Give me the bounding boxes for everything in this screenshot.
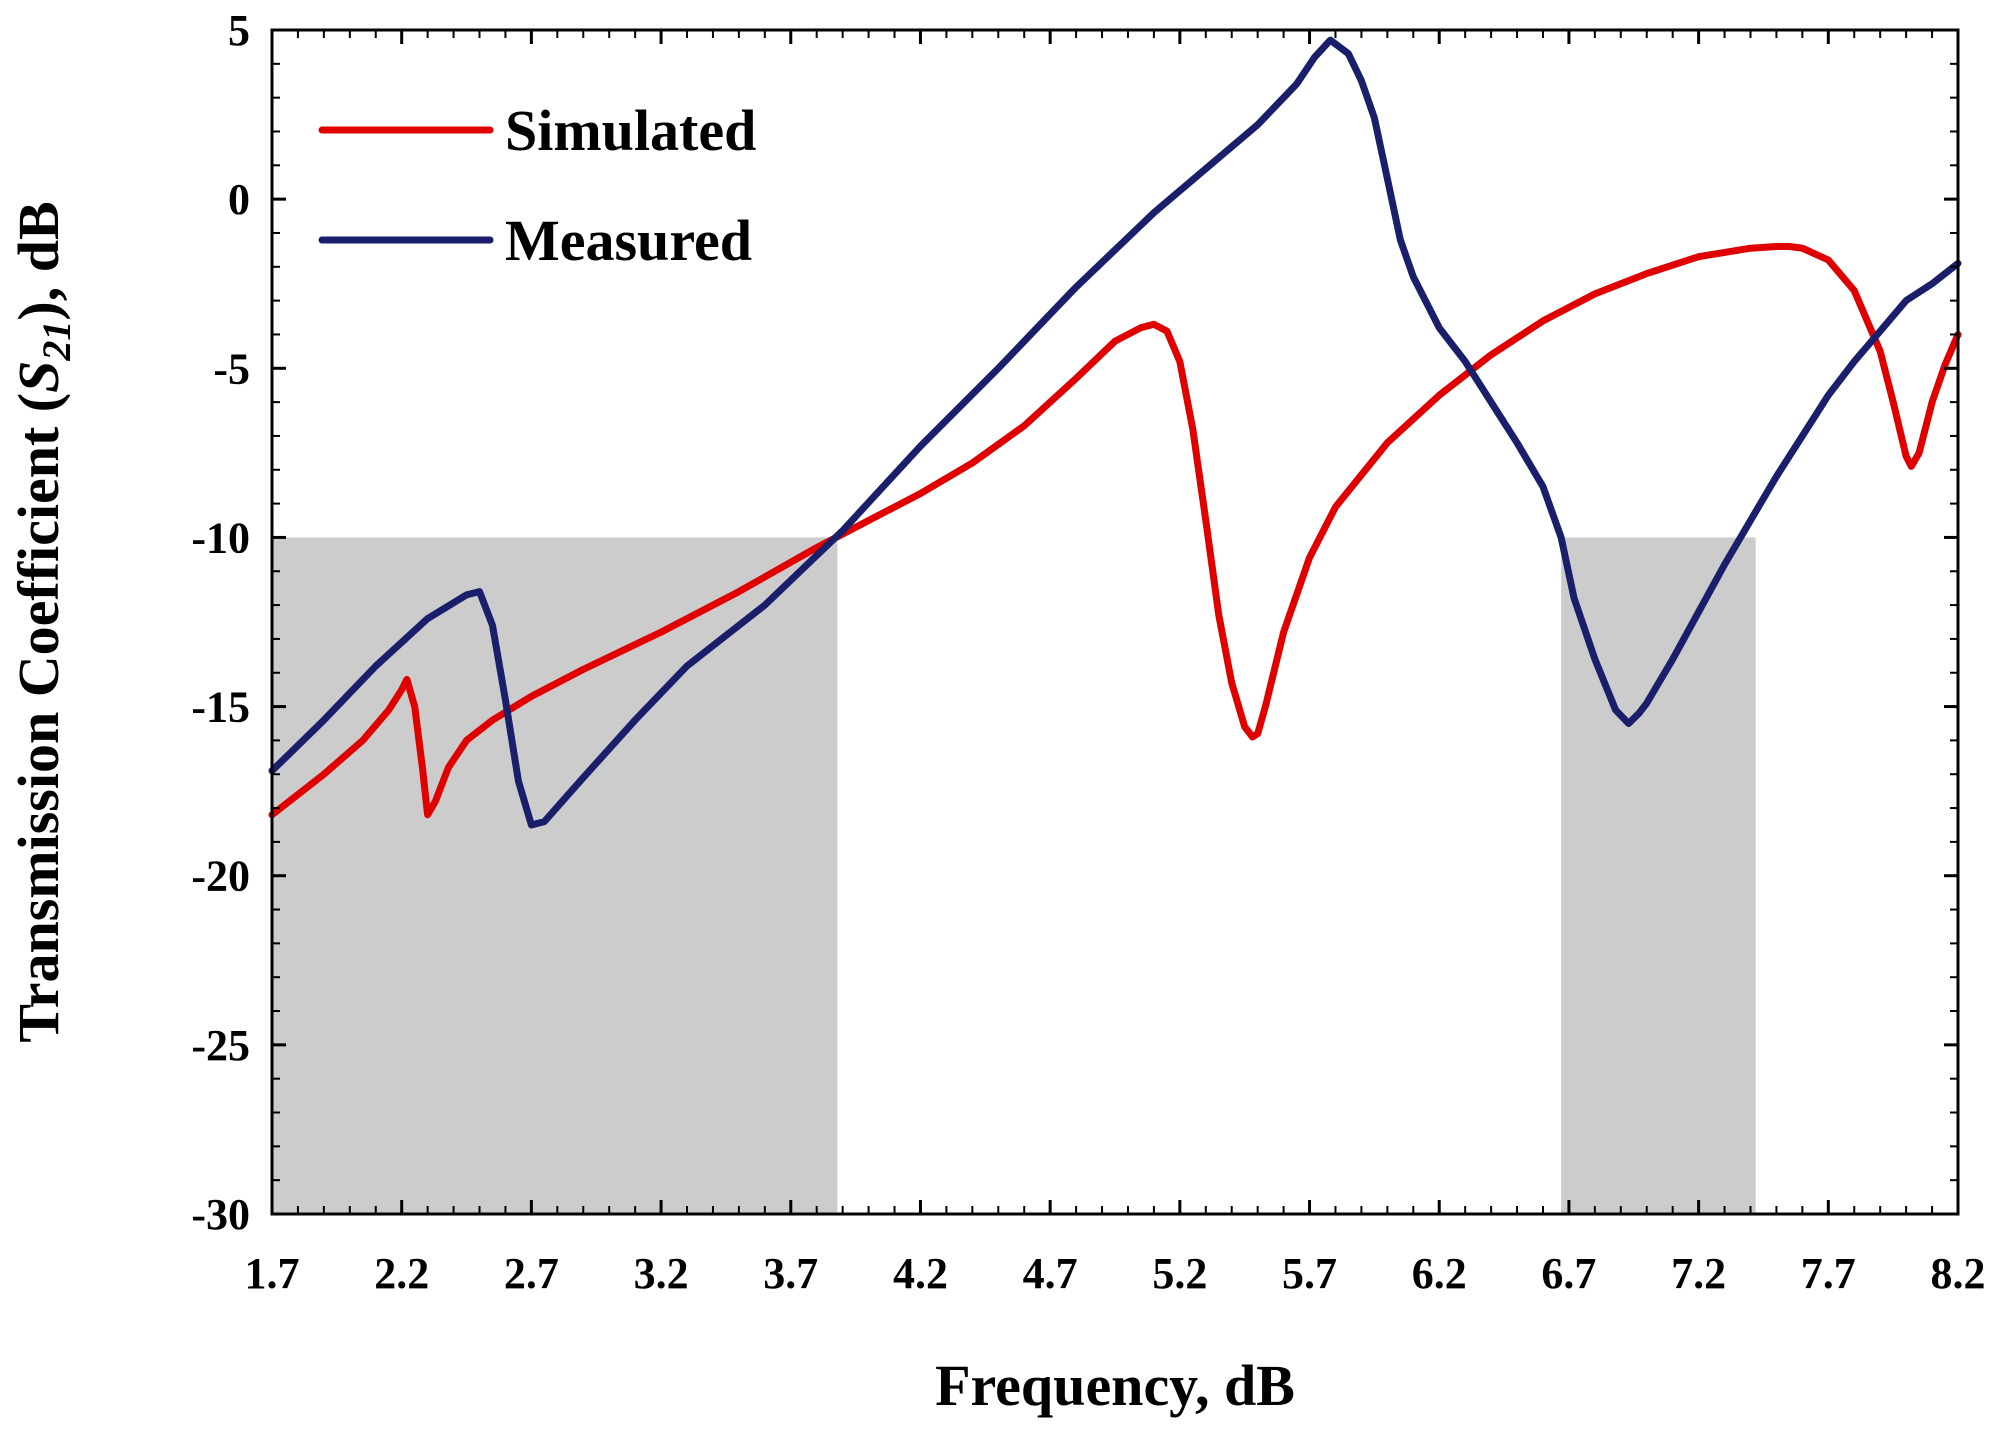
x-tick-label: 6.7 xyxy=(1541,1249,1596,1298)
y-tick-label: -15 xyxy=(191,683,250,732)
x-tick-label: 3.7 xyxy=(763,1249,818,1298)
legend-label-simulated: Simulated xyxy=(505,98,756,163)
x-tick-label: 2.2 xyxy=(374,1249,429,1298)
x-tick-label: 1.7 xyxy=(245,1249,300,1298)
x-tick-label: 7.2 xyxy=(1671,1249,1726,1298)
x-tick-label: 5.2 xyxy=(1152,1249,1207,1298)
series-layer xyxy=(268,36,1962,829)
x-axis-title: Frequency, dB xyxy=(935,1353,1295,1418)
legend: Simulated Measured xyxy=(318,98,756,273)
y-tick-label: -30 xyxy=(191,1190,250,1239)
y-tick-label: 0 xyxy=(228,175,250,224)
y-tick-label: -20 xyxy=(191,852,250,901)
x-tick-label: 7.7 xyxy=(1801,1249,1856,1298)
y-axis-title-prefix: Transmission Coefficient ( xyxy=(6,393,71,1043)
x-tick-label: 8.2 xyxy=(1931,1249,1986,1298)
tick-layer xyxy=(270,28,1960,1216)
y-axis-title-suffix: ), dB xyxy=(6,201,71,320)
y-tick-label: -10 xyxy=(191,513,250,562)
tick-label-layer: 1.7 2.2 2.7 3.2 3.7 4.2 4.7 5.2 5.7 6.2 6.7 7.2 7.7 8… xyxy=(191,6,1985,1298)
series-line-simulated xyxy=(268,243,1962,819)
x-tick-label: 4.7 xyxy=(1023,1249,1078,1298)
y-tick-label: -25 xyxy=(191,1021,250,1070)
x-tick-label: 2.7 xyxy=(504,1249,559,1298)
shaded-band-1 xyxy=(272,537,838,1214)
x-tick-label: 5.7 xyxy=(1282,1249,1337,1298)
shaded-band-layer xyxy=(272,537,1756,1214)
legend-label-measured: Measured xyxy=(505,208,752,273)
plot-frame xyxy=(270,28,1960,1216)
y-axis-title-symbol: S xyxy=(6,361,71,393)
y-tick-label: -5 xyxy=(213,344,250,393)
series-line-measured xyxy=(268,36,1962,829)
y-axis-title-subscript: 21 xyxy=(34,321,79,362)
x-tick-label: 3.2 xyxy=(634,1249,689,1298)
y-tick-label: 5 xyxy=(228,6,250,55)
x-tick-label: 4.2 xyxy=(893,1249,948,1298)
y-axis-title: Transmission Coefficient (S21), dB xyxy=(6,201,79,1042)
x-tick-label: 6.2 xyxy=(1412,1249,1467,1298)
